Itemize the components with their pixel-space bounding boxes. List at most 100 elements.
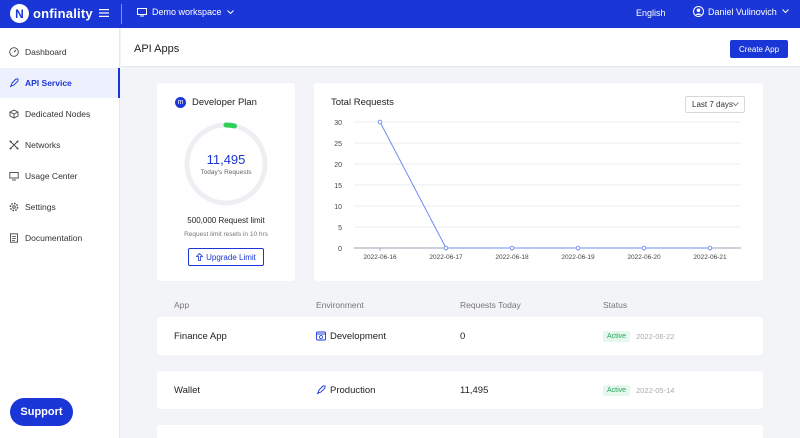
sidebar-item-label: API Service	[25, 78, 72, 88]
sidebar-item-usage-center[interactable]: Usage Center	[0, 161, 120, 191]
sidebar-item-networks[interactable]: Networks	[0, 130, 120, 160]
environment-cell: Development	[316, 317, 386, 355]
environment-cell: Production	[316, 371, 375, 409]
status-cell: Active 2022-06-22	[603, 317, 674, 355]
y-tick-label: 5	[338, 225, 342, 232]
column-header-requests: Requests Today	[460, 300, 521, 310]
logo-text: onfinality	[33, 6, 93, 21]
requests-today-value: 11,495	[460, 384, 489, 396]
upgrade-limit-label: Upgrade Limit	[206, 252, 256, 262]
monitor-icon	[9, 172, 19, 181]
x-tick-label: 2022-06-19	[561, 254, 595, 261]
y-tick-label: 30	[334, 120, 342, 127]
data-point	[443, 245, 449, 251]
document-icon	[10, 233, 18, 243]
production-rocket-icon	[316, 385, 326, 395]
sidebar-item-dashboard[interactable]: Dashboard	[0, 37, 120, 67]
user-menu[interactable]: Daniel Vulinovich	[693, 6, 793, 17]
total-requests-card: Total Requests Last 7 days 0 5 10 15 20 25 30 2…	[314, 83, 763, 281]
usage-ring-fill	[184, 122, 268, 206]
column-header-status: Status	[603, 300, 628, 310]
y-tick-label: 25	[334, 141, 342, 148]
x-tick-label: 2022-06-16	[363, 254, 397, 261]
plan-title: Developer Plan	[192, 97, 257, 108]
y-tick-label: 20	[334, 162, 342, 169]
environment-value: Development	[330, 330, 386, 342]
page-header: API Apps Create App	[121, 28, 800, 67]
table-row[interactable]: Wallet Production 11,495 Active 2022-05-…	[157, 371, 763, 409]
data-point	[641, 245, 647, 251]
environment-value: Production	[330, 384, 376, 396]
sidebar-item-api-service[interactable]: API Service	[0, 68, 120, 98]
limit-reset-text: Request limit resets in 10 hrs	[184, 231, 268, 238]
x-tick-label: 2022-06-18	[495, 254, 529, 261]
app-name[interactable]: Wallet	[174, 384, 201, 396]
status-cell: Active 2022-05-14	[603, 371, 674, 409]
usage-ring	[184, 122, 268, 206]
data-point	[509, 245, 515, 251]
chevron-down-icon	[732, 102, 739, 107]
sidebar-item-label: Dashboard	[25, 47, 67, 57]
api-rocket-icon	[9, 78, 19, 88]
y-tick-label: 10	[334, 204, 342, 211]
column-header-environment: Environment	[316, 300, 364, 310]
created-date: 2022-05-14	[636, 385, 675, 395]
page-title: API Apps	[134, 43, 180, 55]
sidebar-item-label: Settings	[25, 202, 56, 212]
sidebar-item-documentation[interactable]: Documentation	[0, 223, 120, 253]
requests-line-chart: 0 5 10 15 20 25 30 2022-06-16 2022-06-17 2022-06-…	[334, 119, 741, 261]
create-app-button[interactable]: Create App	[730, 40, 788, 58]
data-point	[377, 119, 383, 125]
table-row[interactable]: Finance App Development 0 Active 2022-06…	[157, 317, 763, 355]
user-name: Daniel Vulinovich	[708, 6, 777, 17]
x-tick-label: 2022-06-17	[429, 254, 463, 261]
x-tick-label: 2022-06-21	[693, 254, 727, 261]
requests-today-count: 11,495	[206, 152, 246, 167]
dashboard-gauge-icon	[9, 47, 19, 57]
sidebar-item-label: Usage Center	[25, 171, 78, 181]
chevron-down-icon	[781, 9, 789, 14]
date-range-value: Last 7 days	[692, 100, 733, 109]
sidebar-item-label: Documentation	[25, 233, 83, 243]
requests-today-value: 0	[460, 330, 466, 342]
data-point	[707, 245, 713, 251]
workspace-icon	[137, 7, 147, 16]
app-logo[interactable]: N onfinality	[10, 4, 93, 23]
language-selector[interactable]: English	[636, 8, 666, 18]
development-icon	[316, 331, 326, 341]
plan-badge-icon: m	[175, 97, 186, 108]
arrow-up-icon	[196, 253, 204, 261]
status-badge: Active	[603, 330, 631, 342]
plan-header: m Developer Plan	[175, 97, 257, 108]
developer-plan-card: m Developer Plan 11,495 Today's Requests…	[157, 83, 295, 281]
status-badge: Active	[603, 384, 631, 396]
logo-icon: N	[10, 4, 29, 23]
topbar-divider	[121, 4, 122, 24]
sidebar-item-settings[interactable]: Settings	[0, 192, 120, 222]
chevron-down-icon	[226, 9, 234, 14]
sidebar-item-dedicated-nodes[interactable]: Dedicated Nodes	[0, 99, 120, 129]
support-button[interactable]: Support	[10, 398, 73, 426]
series-line	[379, 121, 710, 249]
request-limit: 500,000 Request limit	[187, 216, 265, 225]
y-tick-label: 0	[338, 246, 342, 253]
app-name[interactable]: Finance App	[174, 330, 227, 342]
workspace-selector[interactable]: Demo workspace	[137, 7, 239, 17]
data-point	[575, 245, 581, 251]
user-avatar-icon	[693, 6, 704, 17]
date-range-select[interactable]: Last 7 days	[685, 96, 745, 113]
top-bar: N onfinality Demo workspace English Dani…	[0, 0, 800, 28]
table-row-partial	[157, 425, 763, 438]
network-icon	[9, 140, 19, 150]
requests-today-label: Today's Requests	[200, 169, 252, 176]
column-header-app: App	[174, 300, 190, 310]
sidebar: Dashboard API Service Dedicated Nodes Ne…	[0, 28, 120, 438]
created-date: 2022-06-22	[636, 331, 675, 341]
chart-title: Total Requests	[331, 97, 394, 108]
sidebar-item-label: Networks	[25, 140, 61, 150]
cube-icon	[9, 109, 19, 119]
upgrade-limit-button[interactable]: Upgrade Limit	[188, 248, 264, 266]
menu-toggle-icon[interactable]	[98, 7, 110, 19]
gear-icon	[9, 202, 19, 212]
workspace-name: Demo workspace	[152, 7, 222, 17]
